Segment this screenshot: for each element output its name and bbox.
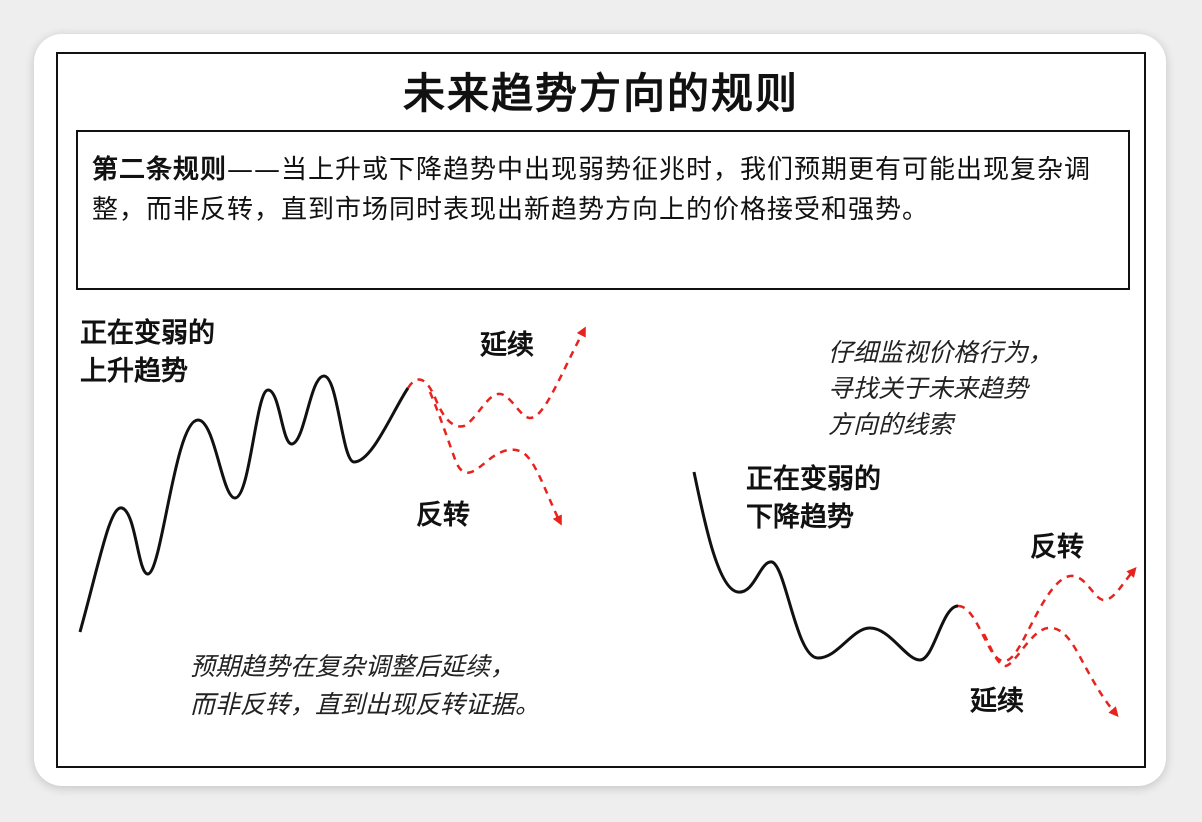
downtrend-label-line2: 下降趋势 (746, 502, 854, 533)
downtrend-price-line (692, 471, 959, 662)
uptrend-continuation-projection (406, 326, 586, 428)
uptrend-price-line (78, 374, 410, 633)
downtrend-note-line1: 仔细监视价格行为， (828, 338, 1054, 367)
uptrend-note-line1: 预期趋势在复杂调整后延续， (190, 652, 516, 681)
downtrend-note-line3: 方向的线索 (828, 410, 954, 439)
downtrend-continue-label: 延续 (970, 686, 1024, 717)
downtrend-continuation-projection (982, 626, 1119, 718)
downtrend-reversal-projection (957, 566, 1137, 663)
uptrend-note-line2: 而非反转，直到出现反转证据。 (190, 690, 541, 719)
uptrend-label-line1: 正在变弱的 (80, 318, 215, 349)
diagram-frame (56, 52, 1146, 768)
uptrend-continue-label: 延续 (480, 330, 534, 361)
downtrend-reverse-label: 反转 (1030, 532, 1084, 563)
downtrend-note-line2: 寻找关于未来趋势 (828, 374, 1029, 403)
rule-text: ——当上升或下降趋势中出现弱势征兆时，我们预期更有可能出现复杂调整，而非反转，直… (92, 155, 1092, 225)
uptrend-label-line2: 上升趋势 (80, 356, 188, 387)
diagram-title: 未来趋势方向的规则 (402, 69, 799, 118)
rule-heading: 第二条规则 (92, 155, 228, 185)
uptrend-reverse-label: 反转 (416, 500, 470, 531)
rule-box: 第二条规则——当上升或下降趋势中出现弱势征兆时，我们预期更有可能出现复杂调整，而… (76, 130, 1130, 290)
downtrend-label-line1: 正在变弱的 (746, 464, 881, 495)
